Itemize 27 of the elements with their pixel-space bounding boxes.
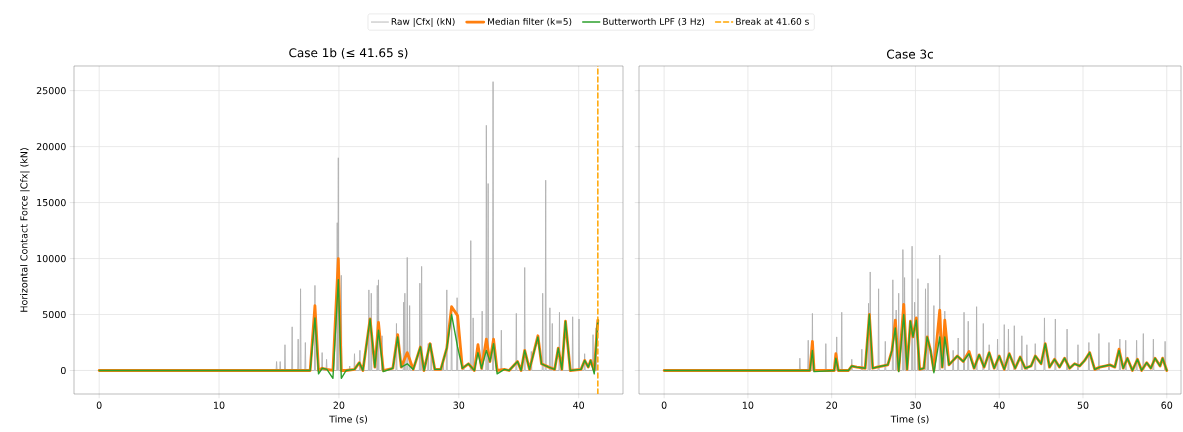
y-tick-label: 5000 [42,310,66,319]
x-tick-label: 40 [993,401,1005,409]
x-tick-label: 40 [573,401,585,409]
chart-title: Case 1b (≤ 41.65 s) [289,47,408,59]
x-tick-label: 60 [1161,401,1173,409]
y-tick-label: 0 [60,366,66,375]
chart-title: Case 3c [886,49,933,59]
y-tick-label: 25000 [36,87,66,95]
x-tick-label: 0 [96,401,102,409]
x-axis-title: Time (s) [329,415,367,424]
y-tick-label: 10000 [37,254,66,263]
legend-label: Median filter (k=5) [488,17,572,26]
legend-label: Break at 41.60 s [736,17,809,25]
x-tick-label: 10 [742,401,754,409]
y-axis-title: Horizontal Contact Force |Cfx| (kN) [20,148,30,312]
x-tick-label: 20 [333,401,345,409]
y-tick-label: 15000 [37,198,66,207]
x-axis-title: Time (s) [890,415,929,424]
legend-label: Butterworth LPF (3 Hz) [603,17,705,26]
x-tick-label: 10 [214,401,225,409]
x-tick-label: 20 [826,401,838,409]
x-tick-label: 50 [1077,401,1089,409]
y-tick-label: 20000 [36,143,66,151]
x-tick-label: 30 [453,401,465,409]
legend-label: Raw |Cfx| (kN) [391,17,455,27]
x-tick-label: 0 [661,401,667,409]
x-tick-label: 30 [910,401,921,409]
